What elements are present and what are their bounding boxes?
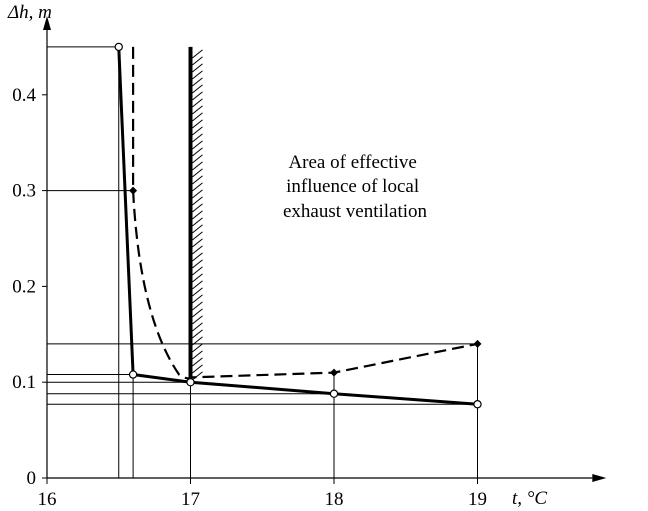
y-tick-label: 0.1 [12, 372, 36, 393]
dashed-series-marker [129, 186, 138, 195]
boundary-hatch [192, 287, 203, 297]
x-axis-label-unit: , °C [517, 488, 547, 509]
y-tick-label: 0.4 [12, 85, 36, 106]
boundary-hatch [192, 84, 203, 94]
boundary-hatch [192, 217, 203, 227]
boundary-hatch [192, 322, 203, 332]
dashed-series-marker [473, 339, 482, 348]
boundary-hatch [192, 238, 203, 248]
x-axis-label: t, °C [512, 488, 547, 509]
solid-series-marker [186, 378, 195, 387]
annotation-line-2: influence of local [286, 176, 419, 197]
boundary-hatch [192, 224, 203, 234]
y-axis-label: Δh, m [7, 2, 52, 23]
boundary-hatch [192, 350, 203, 360]
boundary-hatch [192, 175, 203, 185]
boundary-hatch [192, 336, 203, 346]
axes [43, 16, 607, 482]
boundary-hatch [192, 168, 203, 178]
solid-series-marker [473, 400, 482, 409]
boundary-hatch [192, 329, 203, 339]
markers-group [114, 42, 482, 409]
boundary-hatch [192, 63, 203, 73]
series-group [117, 46, 478, 406]
boundary-hatch [192, 231, 203, 241]
y-axis-arrow [43, 16, 51, 30]
boundary-hatch [192, 203, 203, 213]
boundary-hatch [192, 301, 203, 311]
boundary-hatch [192, 77, 203, 87]
boundary-hatch [192, 259, 203, 269]
boundary-hatch [192, 308, 203, 318]
x-tick-label: 18 [325, 489, 344, 510]
tick-labels: 16 17 18 19 0 0.1 0.2 0.3 0.4 [12, 85, 487, 510]
boundary-hatch [192, 161, 203, 171]
boundary-hatch [192, 280, 203, 290]
boundary-line [188, 46, 203, 381]
boundary-hatch [192, 252, 203, 262]
boundary-hatch [192, 266, 203, 276]
boundary-hatch [192, 371, 203, 381]
x-axis-arrow [592, 474, 607, 482]
boundary-hatch [192, 294, 203, 304]
dashed-series-marker [330, 368, 338, 377]
x-tick-label: 16 [38, 489, 57, 510]
boundary-hatch [192, 98, 203, 108]
boundary-hatch [192, 245, 203, 255]
y-tick-label: 0 [27, 468, 37, 489]
boundary-hatch [192, 119, 203, 129]
solid-series-marker [128, 370, 138, 379]
solid-series-marker [329, 389, 339, 398]
y-axis-label-main: Δh [7, 2, 29, 23]
y-tick-label: 0.3 [12, 181, 36, 202]
boundary-hatch [192, 70, 203, 80]
boundary-hatch [192, 196, 203, 206]
boundary-hatch [192, 315, 203, 325]
annotation: Area of effective influence of local exh… [283, 152, 428, 222]
series-solid-line [117, 46, 478, 406]
boundary-hatch [192, 91, 203, 101]
boundary-hatch [192, 154, 203, 164]
boundary-hatch [192, 189, 203, 199]
series-dashed-line [132, 46, 478, 380]
x-tick-label: 19 [468, 489, 487, 510]
x-tick-label: 17 [181, 489, 200, 510]
boundary-hatch [192, 357, 203, 367]
boundary-hatch [192, 343, 203, 353]
x-axis-label-main: t [512, 488, 518, 509]
boundary-hatch [192, 133, 203, 143]
boundary-hatch [192, 112, 203, 122]
guide-lines [47, 46, 478, 478]
y-axis-label-unit: , m [29, 2, 52, 23]
boundary-hatch [192, 140, 203, 150]
boundary-hatch [192, 126, 203, 136]
boundary-hatch [192, 273, 203, 283]
boundary-hatch [192, 49, 203, 59]
boundary-hatch [192, 147, 203, 157]
boundary-hatch [192, 182, 203, 192]
annotation-line-3: exhaust ventilation [283, 201, 428, 222]
solid-series-marker [114, 42, 123, 52]
boundary-hatch [192, 56, 203, 66]
annotation-line-1: Area of effective [288, 152, 416, 173]
boundary-hatch [192, 105, 203, 115]
y-tick-label: 0.2 [12, 276, 36, 297]
boundary-hatch [192, 364, 203, 374]
boundary-hatch [192, 210, 203, 220]
